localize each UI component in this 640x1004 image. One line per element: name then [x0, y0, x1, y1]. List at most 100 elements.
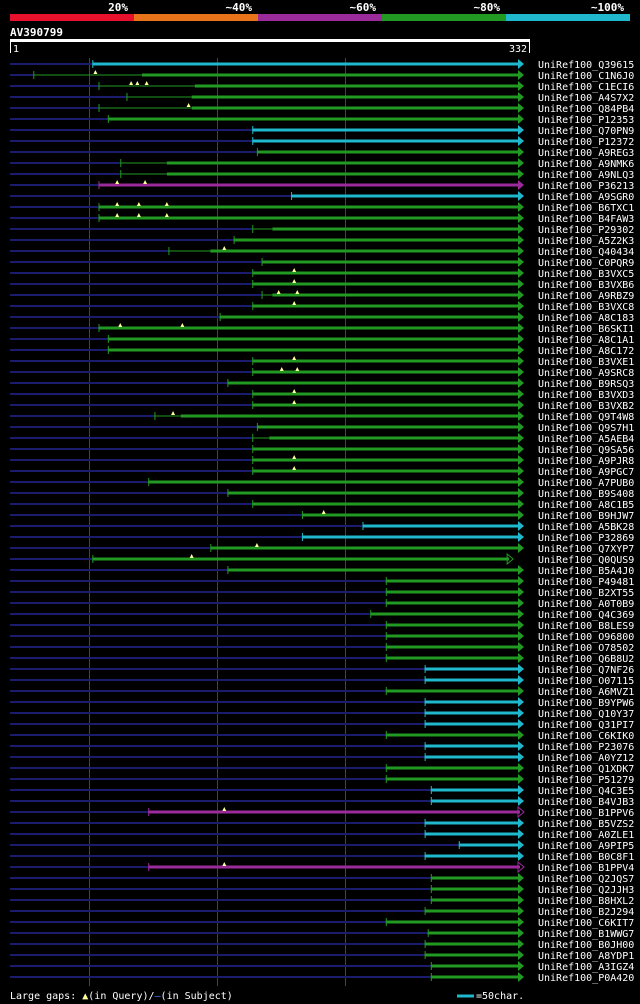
hit-label[interactable]: UniRef100_P0A420	[538, 973, 634, 984]
hit-label[interactable]: UniRef100_A0T0B9	[538, 599, 634, 610]
hit-row[interactable]: UniRef100_B1WWG7	[10, 928, 634, 940]
hit-label[interactable]: UniRef100_A9SGR0	[538, 192, 634, 203]
hit-label[interactable]: UniRef100_O96800	[538, 632, 634, 643]
hit-label[interactable]: UniRef100_B2XT55	[538, 588, 634, 599]
hit-row[interactable]: UniRef100_Q9S7H1	[10, 422, 634, 434]
hit-row[interactable]: UniRef100_P23076	[10, 741, 634, 753]
hit-row[interactable]: UniRef100_P29302	[10, 224, 634, 236]
hit-label[interactable]: UniRef100_A9SRC8	[538, 368, 634, 379]
hit-row[interactable]: UniRef100_A9NLQ3	[10, 169, 634, 181]
hit-label[interactable]: UniRef100_B8LES9	[538, 621, 634, 632]
hit-row[interactable]: UniRef100_Q70PN9	[10, 125, 634, 137]
hit-row[interactable]: UniRef100_B3VXB2	[10, 400, 634, 412]
hit-row[interactable]: UniRef100_C0PQR9	[10, 257, 634, 269]
hit-label[interactable]: UniRef100_A9PGC7	[538, 467, 634, 478]
hit-row[interactable]: UniRef100_A9RBZ9	[10, 290, 634, 302]
hit-label[interactable]: UniRef100_Q0QUS9	[538, 555, 634, 566]
hit-label[interactable]: UniRef100_B6TXC1	[538, 203, 634, 214]
hit-label[interactable]: UniRef100_Q4C3E5	[538, 786, 634, 797]
hit-row[interactable]: UniRef100_A9SGR0	[10, 191, 634, 203]
hit-row[interactable]: UniRef100_B0C8F1	[10, 851, 634, 863]
hit-row[interactable]: UniRef100_A8C172	[10, 345, 634, 357]
hit-row[interactable]: UniRef100_A9SRC8	[10, 367, 634, 379]
hit-row[interactable]: UniRef100_Q6B8U2	[10, 653, 634, 665]
hit-row[interactable]: UniRef100_Q0QUS9	[10, 552, 634, 566]
hit-row[interactable]: UniRef100_A9PGC7	[10, 466, 634, 478]
hit-row[interactable]: UniRef100_B8HXL2	[10, 895, 634, 907]
hit-row[interactable]: UniRef100_P36213	[10, 180, 634, 192]
hit-row[interactable]: UniRef100_A9REG3	[10, 147, 634, 159]
hit-label[interactable]: UniRef100_C1N6J0	[538, 71, 634, 82]
hit-label[interactable]: UniRef100_C6KIT7	[538, 918, 634, 929]
hit-label[interactable]: UniRef100_B4VJB3	[538, 797, 634, 808]
hit-row[interactable]: UniRef100_B3VXD3	[10, 389, 634, 401]
hit-row[interactable]: UniRef100_B2XT55	[10, 587, 634, 599]
hit-label[interactable]: UniRef100_A9PJR8	[538, 456, 634, 467]
hit-label[interactable]: UniRef100_Q9S7H1	[538, 423, 634, 434]
hit-label[interactable]: UniRef100_B6SKI1	[538, 324, 634, 335]
hit-label[interactable]: UniRef100_Q7NF26	[538, 665, 634, 676]
hit-label[interactable]: UniRef100_A0ZLE1	[538, 830, 634, 841]
hit-row[interactable]: UniRef100_B5A4J0	[10, 565, 634, 577]
hit-row[interactable]: UniRef100_A8YDP1	[10, 950, 634, 962]
hit-row[interactable]: UniRef100_Q10Y37	[10, 708, 634, 720]
hit-label[interactable]: UniRef100_B3VXB6	[538, 280, 634, 291]
hit-row[interactable]: UniRef100_C1ECI6	[10, 81, 634, 93]
hit-label[interactable]: UniRef100_B0C8F1	[538, 852, 634, 863]
hit-label[interactable]: UniRef100_Q6B8U2	[538, 654, 634, 665]
hit-label[interactable]: UniRef100_Q2JJH3	[538, 885, 634, 896]
hit-row[interactable]: UniRef100_Q7XYP7	[10, 543, 634, 555]
hit-row[interactable]: UniRef100_A8C183	[10, 312, 634, 324]
hit-row[interactable]: UniRef100_B3VXB6	[10, 279, 634, 291]
hit-row[interactable]: UniRef100_O07115	[10, 675, 634, 687]
hit-label[interactable]: UniRef100_C0PQR9	[538, 258, 634, 269]
hit-label[interactable]: UniRef100_B5VZS2	[538, 819, 634, 830]
hit-label[interactable]: UniRef100_A8C1B5	[538, 500, 634, 511]
hit-label[interactable]: UniRef100_A8C1A1	[538, 335, 634, 346]
hit-row[interactable]: UniRef100_O78502	[10, 642, 634, 654]
hit-row[interactable]: UniRef100_B1PPV6	[10, 805, 634, 819]
hit-label[interactable]: UniRef100_A9PIP5	[538, 841, 634, 852]
hit-label[interactable]: UniRef100_B2J294	[538, 907, 634, 918]
hit-row[interactable]: UniRef100_A5AEB4	[10, 433, 634, 445]
hit-row[interactable]: UniRef100_B2J294	[10, 906, 634, 918]
hit-label[interactable]: UniRef100_Q9T4W8	[538, 412, 634, 423]
hit-row[interactable]: UniRef100_A6MVZ1	[10, 686, 634, 698]
hit-label[interactable]: UniRef100_A5Z2K3	[538, 236, 634, 247]
hit-label[interactable]: UniRef100_A6MVZ1	[538, 687, 634, 698]
hit-row[interactable]: UniRef100_A0YZ12	[10, 752, 634, 764]
hit-row[interactable]: UniRef100_B6SKI1	[10, 323, 634, 335]
hit-label[interactable]: UniRef100_A8YDP1	[538, 951, 634, 962]
hit-row[interactable]: UniRef100_Q4C369	[10, 609, 634, 621]
hit-row[interactable]: UniRef100_B3VXC5	[10, 268, 634, 280]
hit-row[interactable]: UniRef100_C6KIT7	[10, 917, 634, 929]
hit-row[interactable]: UniRef100_Q9SA56	[10, 444, 634, 456]
hit-label[interactable]: UniRef100_A0YZ12	[538, 753, 634, 764]
hit-label[interactable]: UniRef100_Q84PB4	[538, 104, 634, 115]
hit-label[interactable]: UniRef100_B3VXC8	[538, 302, 634, 313]
hit-row[interactable]: UniRef100_B3VXC8	[10, 301, 634, 313]
hit-row[interactable]: UniRef100_P0A420	[10, 972, 634, 984]
hit-row[interactable]: UniRef100_Q7NF26	[10, 664, 634, 676]
hit-label[interactable]: UniRef100_B1WWG7	[538, 929, 634, 940]
hit-label[interactable]: UniRef100_B3VXC5	[538, 269, 634, 280]
hit-label[interactable]: UniRef100_A5AEB4	[538, 434, 634, 445]
hit-label[interactable]: UniRef100_A8C172	[538, 346, 634, 357]
hit-row[interactable]: UniRef100_B0JH00	[10, 939, 634, 951]
hit-label[interactable]: UniRef100_C1ECI6	[538, 82, 634, 93]
hit-row[interactable]: UniRef100_Q84PB4	[10, 103, 634, 115]
hit-row[interactable]: UniRef100_A7PUB0	[10, 477, 634, 489]
hit-row[interactable]: UniRef100_P51279	[10, 774, 634, 786]
hit-label[interactable]: UniRef100_A4S7X2	[538, 93, 634, 104]
hit-label[interactable]: UniRef100_Q2JQS7	[538, 874, 634, 885]
hit-row[interactable]: UniRef100_B6TXC1	[10, 202, 634, 214]
hit-label[interactable]: UniRef100_P29302	[538, 225, 634, 236]
hit-label[interactable]: UniRef100_P23076	[538, 742, 634, 753]
hit-label[interactable]: UniRef100_A5BK28	[538, 522, 634, 533]
hit-row[interactable]: UniRef100_P12372	[10, 136, 634, 148]
hit-row[interactable]: UniRef100_P49481	[10, 576, 634, 588]
hit-row[interactable]: UniRef100_B9YPW6	[10, 697, 634, 709]
hit-label[interactable]: UniRef100_Q39615	[538, 60, 634, 71]
hit-row[interactable]: UniRef100_A9NMK6	[10, 158, 634, 170]
hit-label[interactable]: UniRef100_Q31PI7	[538, 720, 634, 731]
